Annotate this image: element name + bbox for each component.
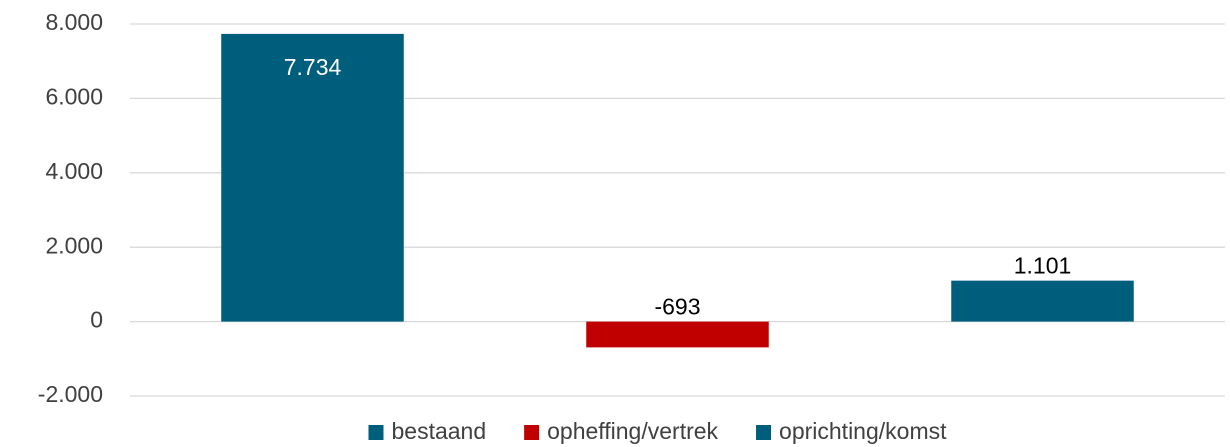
legend-swatch [524,425,540,440]
y-tick-label: 2.000 [45,232,103,258]
y-tick-label: -2.000 [38,381,103,407]
legend-label: bestaand [391,418,486,444]
y-tick-label: 8.000 [45,9,103,35]
y-tick-label: 6.000 [45,83,103,109]
legend-swatch [368,425,384,440]
y-tick-label: 0 [90,307,103,333]
y-tick-label: 4.000 [45,158,103,184]
data-label: 7.734 [284,54,342,80]
bar [221,33,404,322]
data-label: -693 [654,294,700,320]
legend-label: oprichting/komst [779,418,947,444]
data-label: 1.101 [1014,253,1072,279]
bar [586,321,769,348]
legend-label: opheffing/vertrek [547,418,718,444]
legend-swatch [756,425,772,440]
bar [951,280,1134,322]
